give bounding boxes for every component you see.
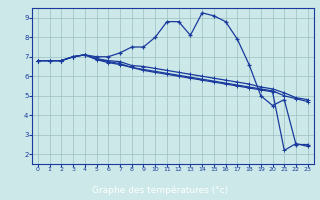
Text: Graphe des températures (°c): Graphe des températures (°c) — [92, 185, 228, 195]
